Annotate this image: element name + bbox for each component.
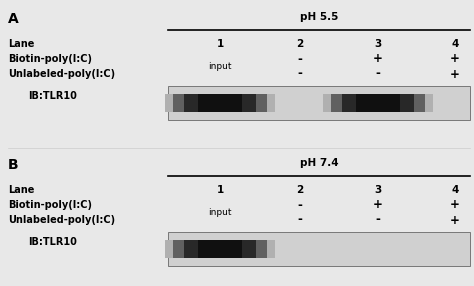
Text: Biotin-poly(I:C): Biotin-poly(I:C) bbox=[8, 200, 92, 210]
Text: -: - bbox=[298, 198, 302, 212]
Text: +: + bbox=[373, 53, 383, 65]
Text: +: + bbox=[450, 214, 460, 227]
Text: 3: 3 bbox=[374, 39, 382, 49]
Text: 3: 3 bbox=[374, 185, 382, 195]
Bar bbox=[173, 94, 267, 112]
Text: pH 7.4: pH 7.4 bbox=[300, 158, 338, 168]
Bar bbox=[198, 240, 242, 258]
Text: Biotin-poly(I:C): Biotin-poly(I:C) bbox=[8, 54, 92, 64]
Text: -: - bbox=[298, 53, 302, 65]
Text: pH 5.5: pH 5.5 bbox=[300, 12, 338, 22]
Text: 1: 1 bbox=[216, 39, 224, 49]
Text: -: - bbox=[375, 67, 381, 80]
Bar bbox=[173, 240, 267, 258]
Text: input: input bbox=[208, 208, 232, 217]
Text: 1: 1 bbox=[216, 185, 224, 195]
Bar bbox=[184, 94, 256, 112]
Text: 4: 4 bbox=[451, 39, 459, 49]
Text: B: B bbox=[8, 158, 18, 172]
Bar bbox=[165, 240, 275, 258]
Bar bbox=[198, 94, 242, 112]
Text: input: input bbox=[208, 62, 232, 71]
Text: +: + bbox=[373, 198, 383, 212]
Text: -: - bbox=[298, 214, 302, 227]
Text: +: + bbox=[450, 67, 460, 80]
Bar bbox=[165, 94, 275, 112]
Bar bbox=[168, 86, 470, 120]
Text: IB:TLR10: IB:TLR10 bbox=[28, 237, 77, 247]
Text: A: A bbox=[8, 12, 19, 26]
Text: Unlabeled-poly(I:C): Unlabeled-poly(I:C) bbox=[8, 215, 115, 225]
Text: 2: 2 bbox=[296, 185, 304, 195]
Bar bbox=[356, 94, 400, 112]
Text: -: - bbox=[375, 214, 381, 227]
Text: 2: 2 bbox=[296, 39, 304, 49]
Text: +: + bbox=[450, 198, 460, 212]
Bar bbox=[323, 94, 433, 112]
Text: Unlabeled-poly(I:C): Unlabeled-poly(I:C) bbox=[8, 69, 115, 79]
Bar bbox=[331, 94, 425, 112]
Text: 4: 4 bbox=[451, 185, 459, 195]
Bar bbox=[184, 240, 256, 258]
Bar bbox=[342, 94, 414, 112]
Text: Lane: Lane bbox=[8, 39, 35, 49]
Text: -: - bbox=[298, 67, 302, 80]
Text: Lane: Lane bbox=[8, 185, 35, 195]
Text: IB:TLR10: IB:TLR10 bbox=[28, 91, 77, 101]
Text: +: + bbox=[450, 53, 460, 65]
Bar bbox=[168, 232, 470, 266]
